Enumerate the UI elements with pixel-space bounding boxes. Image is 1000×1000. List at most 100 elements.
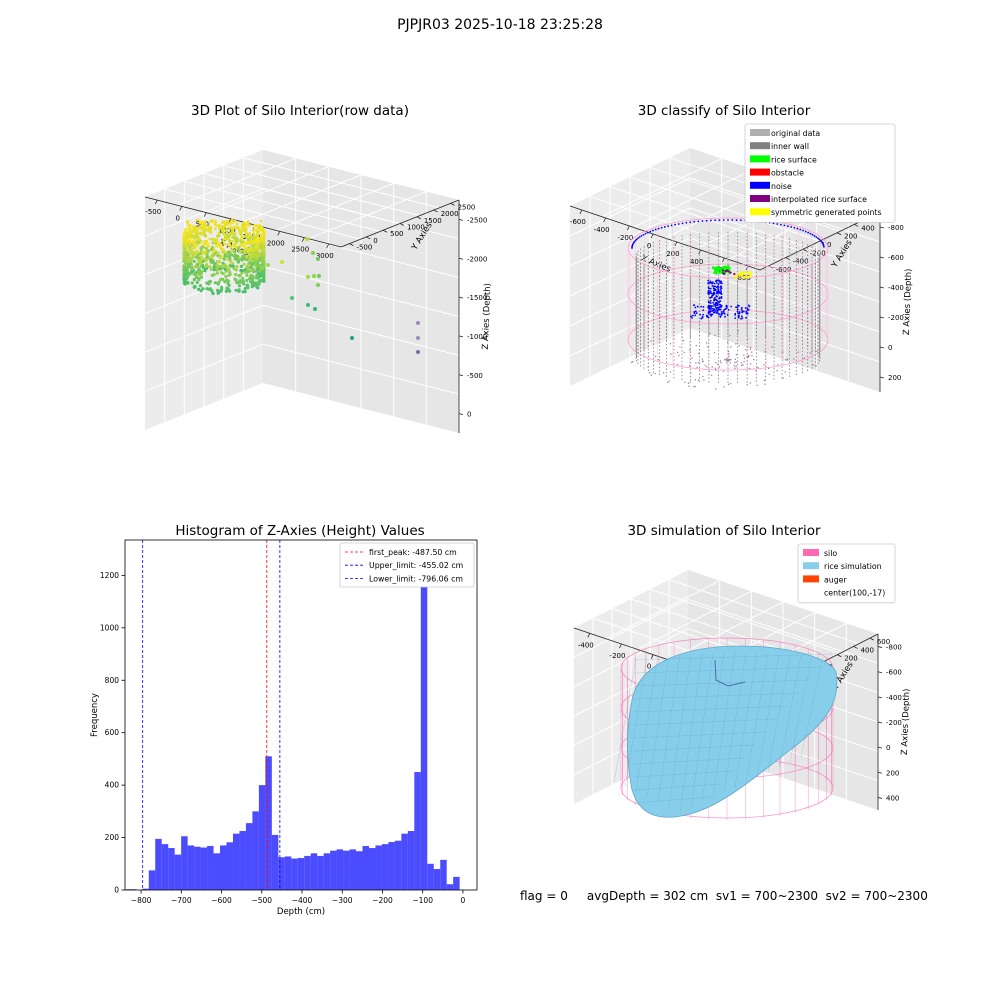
plot2-original-point (777, 364, 779, 366)
plot2-noise-point (718, 296, 721, 299)
plot1-point (237, 288, 241, 292)
plot3-histogram-bar (401, 833, 408, 890)
plot3-histogram-bar (304, 855, 311, 890)
plot1-point (258, 224, 262, 227)
plot1-point (262, 231, 266, 234)
plot2-interpolated-point (733, 272, 736, 276)
plot1-point (260, 242, 264, 246)
plot1-point (187, 223, 191, 227)
plot2-noise-point (714, 310, 717, 312)
plot1-point (255, 285, 259, 289)
plot1-point (251, 228, 255, 232)
plot2-noise-point (633, 240, 636, 243)
plot3-histogram-bar (148, 870, 156, 890)
plot1-point (205, 255, 209, 259)
plot2-original-point (743, 360, 745, 363)
plot1-point (220, 265, 224, 269)
plot2-noise-point (745, 311, 748, 314)
plot2-original-point (764, 383, 766, 385)
plot1-point (206, 229, 210, 232)
plot2-original-point (702, 360, 704, 362)
plot1-point (235, 256, 239, 260)
plot2-noise-point (652, 229, 654, 232)
plot2-original-point (740, 364, 743, 366)
plot2-original-point (735, 354, 738, 356)
plot3-x-tick-label: 0 (461, 896, 466, 905)
plot3-histogram-bar (142, 888, 149, 890)
plot2-x-tick (603, 217, 606, 223)
plot3-frame (124, 539, 478, 891)
plot2-noise-point (809, 232, 812, 235)
plot1-x-tick (277, 231, 281, 236)
plot2-noise-point (720, 291, 723, 294)
plot1-point (251, 261, 255, 266)
plot2-original-point (735, 365, 737, 367)
plot1-point (186, 221, 190, 225)
plot2-noise-point (709, 313, 712, 316)
plot2-noise-point (649, 230, 652, 233)
plot1-point (237, 246, 241, 250)
plot1-point (231, 240, 234, 243)
plot1-y-tick (450, 202, 455, 206)
plot1-point (192, 285, 196, 289)
plot3-y-axis-label: Frequency (90, 693, 100, 737)
plot2-original-point (784, 359, 787, 361)
plot1-point (227, 242, 231, 246)
plot1-x-tick (326, 243, 330, 249)
plot2-original-point (755, 369, 757, 372)
plot2-legend-label: symmetric generated points (771, 208, 882, 217)
plot2-original-point (734, 367, 736, 369)
plot1-point (243, 249, 247, 253)
plot2-noise-point (711, 285, 714, 287)
plot4-mesh-line (778, 655, 802, 768)
plot1-point (192, 259, 196, 263)
plot1-point (241, 282, 246, 286)
plot2-noise-point (681, 222, 684, 225)
plot2-z-tick (879, 256, 885, 259)
plot2-noise-point (716, 292, 718, 295)
plot2-x-tick-label: -400 (594, 226, 610, 234)
plot2-noise-point (730, 305, 733, 308)
plot1-point (205, 287, 209, 291)
plot1-point (240, 258, 244, 262)
plot2-noise-point (790, 226, 793, 228)
plot1-point (246, 220, 250, 223)
plot1-point (188, 233, 191, 237)
plot4-mesh-line (668, 654, 692, 808)
plot2-original-point (749, 346, 752, 349)
plot2-noise-point (712, 287, 715, 289)
plot3-histogram-bar (187, 845, 195, 890)
plot1-point (236, 237, 240, 241)
plot3-histogram-bar (220, 845, 227, 890)
plot2-noise-point (740, 308, 743, 311)
plot3-histogram-bar (420, 557, 428, 890)
plot1-point (221, 277, 225, 281)
plot1-point (196, 265, 200, 269)
plot1-point (249, 265, 253, 269)
plot4-mesh-line (712, 651, 736, 798)
plot2-noise-point (646, 231, 649, 234)
plot2-noise-point (741, 309, 744, 312)
plot2-noise-point (742, 310, 745, 313)
plot4-z-tick-label: -400 (886, 694, 902, 702)
plot2-symmetric-point (744, 276, 748, 279)
plot1-point (242, 225, 245, 229)
plot4-auger (714, 659, 746, 687)
plot2-noise-point (727, 219, 729, 221)
plot1-point (204, 234, 208, 238)
plot4-legend (797, 543, 896, 604)
plot1-y-tick-label: 1000 (407, 224, 425, 232)
plot2-noise-point (720, 311, 723, 313)
plot1-z-tick-label: -500 (467, 372, 483, 380)
plot1-point (249, 249, 253, 253)
plot1-point (189, 267, 193, 271)
plot2-symmetric-point (742, 271, 745, 275)
plot1-point (195, 275, 199, 279)
plot2-original-point (696, 366, 698, 369)
plot2-noise-point (701, 220, 704, 222)
plot1-point (239, 268, 243, 273)
plot2-legend-swatch (750, 208, 770, 216)
plot2-noise-point (737, 314, 740, 317)
plot2-symmetric-point (742, 276, 745, 279)
plot1-y-tick-label: -500 (356, 244, 372, 252)
